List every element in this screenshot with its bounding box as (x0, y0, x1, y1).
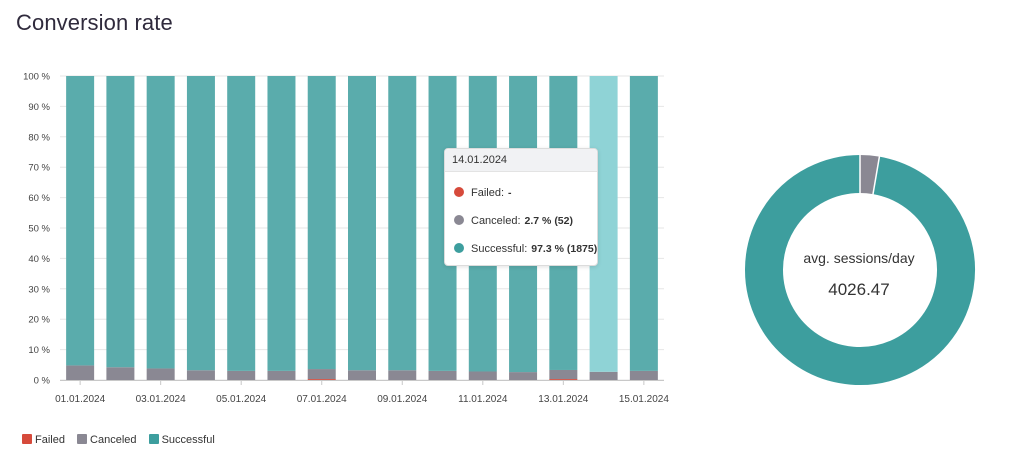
bar-segment-failed[interactable] (549, 379, 578, 380)
x-tick-label: 05.01.2024 (216, 394, 266, 405)
bar-segment-canceled[interactable] (388, 370, 417, 380)
donut-center-value: 4026.47 (828, 280, 890, 299)
bar-segment-canceled[interactable] (589, 371, 618, 380)
donut-slice-successful[interactable] (745, 155, 975, 385)
y-tick-label: 90 % (28, 102, 50, 113)
legend-label: Failed (35, 434, 65, 446)
bar-segment-canceled[interactable] (549, 369, 578, 380)
page-title: Conversion rate (16, 10, 173, 35)
chart-tooltip: 14.01.2024 Failed: - Canceled: 2.7 % (52) … (444, 148, 598, 266)
tooltip-label: Failed: (471, 187, 505, 199)
tooltip-date: 14.01.2024 (445, 149, 597, 172)
bar-segment-canceled[interactable] (267, 370, 296, 380)
y-tick-label: 20 % (28, 315, 50, 326)
x-tick-label: 09.01.2024 (377, 394, 427, 405)
legend-label: Canceled (90, 434, 137, 446)
donut-chart (745, 154, 975, 385)
tooltip-row-failed: Failed: - (454, 186, 512, 200)
donut-slice-canceled[interactable] (859, 155, 880, 195)
bar-segment-canceled[interactable] (428, 370, 457, 380)
legend-item-successful[interactable]: Successful (148, 434, 215, 446)
legend-item-canceled[interactable]: Canceled (77, 434, 137, 446)
bar-segment-successful[interactable] (186, 76, 215, 371)
bar-segment-canceled[interactable] (348, 370, 376, 380)
bar-segment-successful[interactable] (146, 76, 175, 369)
tooltip-value: 97.3 % (1875) (531, 243, 598, 255)
chart-legend: Failed Canceled Successful (22, 434, 224, 446)
y-tick-label: 80 % (28, 132, 50, 143)
bar-segment-canceled[interactable] (186, 370, 215, 380)
bar-segment-successful[interactable] (629, 76, 658, 371)
bar-segment-canceled[interactable] (106, 367, 135, 380)
bar-segment-canceled[interactable] (146, 368, 175, 380)
bar-segment-successful[interactable] (307, 76, 336, 370)
y-tick-label: 60 % (28, 193, 50, 204)
tooltip-row-successful: Successful: 97.3 % (1875) (454, 242, 597, 256)
bar-segment-canceled[interactable] (629, 370, 658, 380)
tooltip-label: Canceled: (471, 215, 521, 227)
x-tick-label: 13.01.2024 (538, 394, 588, 405)
bar-segment-failed[interactable] (307, 379, 336, 380)
legend-item-failed[interactable]: Failed (22, 434, 65, 446)
y-tick-label: 10 % (28, 345, 50, 356)
bar-segment-canceled[interactable] (468, 371, 497, 380)
x-tick-label: 03.01.2024 (136, 394, 186, 405)
bar-segment-successful[interactable] (388, 76, 417, 371)
canceled-swatch-icon (77, 434, 88, 444)
successful-swatch-icon (148, 434, 159, 444)
y-tick-label: 100 % (23, 72, 50, 83)
bar-segment-successful[interactable] (267, 76, 296, 371)
x-tick-label: 07.01.2024 (297, 394, 347, 405)
x-tick-label: 15.01.2024 (619, 394, 669, 405)
tooltip-label: Successful: (471, 243, 528, 255)
bar-segment-successful[interactable] (106, 76, 135, 368)
tooltip-value: - (508, 187, 512, 199)
y-tick-label: 70 % (28, 163, 50, 174)
x-tick-label: 11.01.2024 (458, 394, 508, 405)
x-tick-label: 01.01.2024 (55, 394, 105, 405)
bar-segment-canceled[interactable] (227, 370, 256, 380)
y-tick-label: 0 % (34, 376, 51, 387)
legend-label: Successful (161, 434, 215, 446)
bar-segment-successful[interactable] (227, 76, 256, 371)
tooltip-row-canceled: Canceled: 2.7 % (52) (454, 214, 573, 228)
y-tick-label: 40 % (28, 254, 50, 265)
failed-swatch-icon (22, 434, 32, 444)
failed-dot-icon (454, 187, 464, 197)
y-tick-label: 50 % (28, 224, 50, 235)
bar-segment-canceled[interactable] (66, 365, 95, 380)
bar-segment-successful[interactable] (348, 76, 376, 371)
y-tick-label: 30 % (28, 284, 50, 295)
bar-segment-canceled[interactable] (509, 372, 538, 380)
donut-caption: avg. sessions/day (803, 250, 915, 266)
successful-dot-icon (454, 243, 464, 253)
tooltip-value: 2.7 % (52) (524, 215, 573, 227)
bar-segment-successful[interactable] (66, 76, 95, 366)
bar-segment-canceled[interactable] (307, 369, 336, 380)
donut-separator (872, 155, 881, 196)
canceled-dot-icon (454, 215, 464, 225)
